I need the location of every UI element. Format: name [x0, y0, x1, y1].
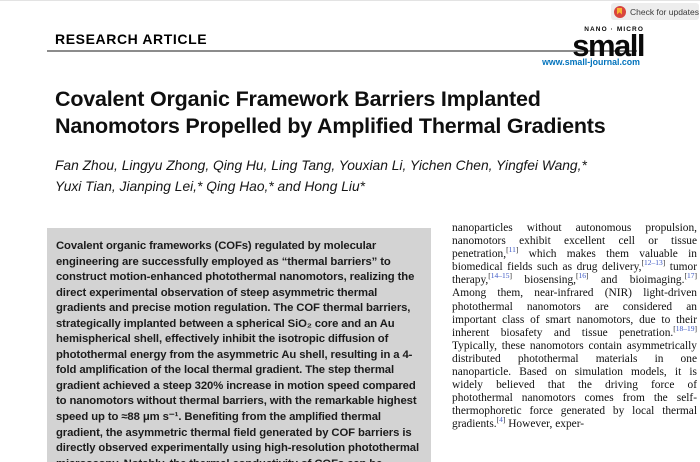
citation-ref[interactable]: [11] [506, 245, 519, 255]
citation-ref[interactable]: [16] [576, 271, 589, 281]
citation-ref[interactable]: [18–19] [673, 323, 697, 333]
author-list-line-1: Fan Zhou, Lingyu Zhong, Qing Hu, Ling Ta… [55, 158, 587, 173]
author-list-line-2: Yuxi Tian, Jianping Lei,* Qing Hao,* and… [55, 178, 365, 194]
article-title-line-1: Covalent Organic Framework Barriers Impl… [55, 87, 541, 111]
journal-website-link[interactable]: www.small-journal.com [542, 57, 640, 67]
citation-ref[interactable]: [14–15] [488, 271, 513, 281]
citation-ref[interactable]: [17] [684, 271, 697, 281]
article-title: Covalent Organic Framework Barriers Impl… [55, 86, 685, 139]
check-for-updates-button[interactable]: Check for updates [611, 3, 699, 20]
citation-ref[interactable]: [12–13] [641, 258, 666, 268]
header-divider [47, 50, 637, 52]
crossmark-icon [614, 5, 626, 18]
article-type-heading: RESEARCH ARTICLE [55, 31, 208, 47]
journal-logo-tagline: NANO · MICRO [584, 26, 644, 33]
article-title-line-2: Nanomotors Propelled by Amplified Therma… [55, 113, 606, 138]
citation-ref[interactable]: [4] [496, 415, 506, 425]
check-for-updates-label: Check for updates [630, 6, 699, 17]
author-list: Fan Zhou, Lingyu Zhong, Qing Hu, Ling Ta… [55, 156, 685, 197]
abstract-text: Covalent organic frameworks (COFs) regul… [56, 240, 420, 462]
journal-logo: NANO · MICRO small [572, 26, 645, 63]
abstract-box: Covalent organic frameworks (COFs) regul… [47, 228, 431, 462]
intro-paragraph: nanoparticles without autonomous propuls… [452, 222, 697, 431]
journal-logo-wordmark: small [572, 28, 645, 63]
